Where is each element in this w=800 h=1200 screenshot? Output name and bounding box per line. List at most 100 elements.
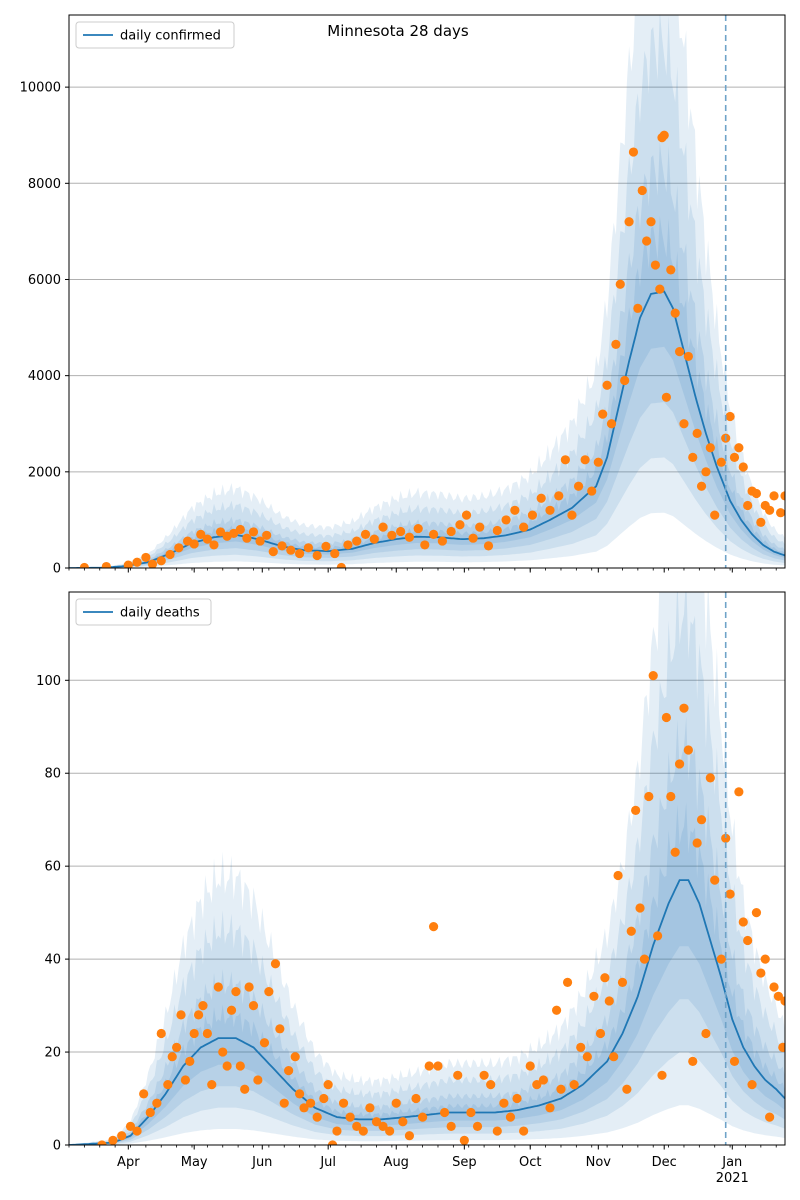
observed-point: [404, 1131, 415, 1141]
observed-point: [396, 526, 406, 537]
observed-point: [674, 759, 685, 769]
observed-point: [196, 529, 206, 539]
observed-point: [609, 1052, 619, 1062]
observed-point: [582, 1052, 592, 1062]
observed-point: [692, 428, 702, 438]
observed-point: [756, 968, 766, 978]
observed-point: [617, 977, 628, 987]
observed-point: [286, 545, 296, 555]
observed-point: [459, 1135, 469, 1145]
observed-point: [505, 1112, 516, 1122]
observed-point: [218, 1047, 228, 1057]
uncertainty-band-inner: [69, 802, 785, 1145]
observed-point: [387, 530, 397, 540]
observed-point: [433, 1061, 443, 1071]
x-tick-label: Jul: [319, 1155, 336, 1170]
observed-point: [527, 510, 538, 520]
x-tick-label: Dec: [652, 1155, 677, 1170]
observed-point: [420, 540, 430, 550]
observed-point: [385, 1126, 395, 1136]
observed-point: [268, 547, 278, 557]
observed-point: [437, 536, 447, 546]
observed-point: [424, 1061, 434, 1071]
observed-point: [360, 529, 371, 539]
y-tick-label: 0: [53, 562, 61, 577]
observed-point: [545, 1103, 555, 1113]
observed-point: [378, 1121, 388, 1132]
observed-point: [338, 1098, 349, 1108]
observed-point: [398, 1117, 408, 1127]
observed-point: [479, 1070, 489, 1080]
observed-point: [705, 443, 715, 453]
observed-point: [648, 671, 658, 681]
observed-point: [615, 279, 625, 289]
uncertainty-band-outermost: [69, 592, 785, 1145]
observed-point: [653, 931, 663, 941]
observed-point: [655, 284, 665, 294]
observed-point: [765, 505, 775, 515]
observed-point: [510, 505, 520, 515]
observed-point: [644, 791, 654, 802]
observed-point: [418, 1112, 428, 1122]
observed-point: [679, 703, 689, 713]
observed-point: [97, 1140, 107, 1145]
uncertainty-band-outer: [69, 15, 785, 568]
observed-point: [778, 1042, 785, 1053]
observed-point: [499, 1098, 509, 1108]
observed-point: [705, 773, 715, 783]
x-year-label: 2021: [716, 1171, 749, 1186]
y-tick-label: 0: [53, 1139, 61, 1154]
observed-point: [226, 1005, 237, 1015]
observed-point: [303, 543, 313, 553]
observed-point: [141, 552, 151, 563]
observed-point: [743, 935, 753, 946]
observed-point: [679, 419, 689, 429]
observed-point: [696, 815, 707, 825]
observed-point: [222, 1061, 232, 1071]
observed-point: [554, 491, 564, 501]
observed-point: [670, 308, 680, 318]
observed-point: [637, 185, 647, 196]
observed-point: [262, 530, 272, 540]
plot-area: [69, 592, 785, 1145]
observed-point: [404, 532, 415, 542]
observed-point: [207, 1079, 217, 1090]
observed-point: [391, 1098, 401, 1108]
observed-point: [501, 515, 511, 525]
observed-point: [455, 520, 465, 530]
observed-point: [659, 130, 669, 140]
observed-point: [512, 1093, 522, 1104]
observed-point: [290, 1052, 300, 1062]
observed-point: [725, 889, 735, 899]
y-tick-label: 6000: [28, 273, 61, 288]
observed-point: [147, 559, 158, 568]
observed-point: [275, 1024, 285, 1034]
observed-point: [475, 522, 485, 532]
observed-point: [156, 556, 166, 566]
observed-point: [248, 527, 259, 537]
x-tick-label: May: [181, 1155, 208, 1170]
observed-point: [683, 351, 693, 362]
observed-point: [185, 1056, 195, 1066]
legend-label: daily confirmed: [120, 29, 221, 44]
observed-point: [117, 1131, 127, 1141]
observed-point: [716, 457, 726, 467]
observed-point: [661, 712, 671, 723]
observed-point: [551, 1005, 562, 1015]
observed-point: [305, 1098, 316, 1108]
observed-point: [369, 534, 379, 544]
observed-point: [244, 982, 254, 992]
observed-point: [453, 1070, 463, 1080]
observed-point: [123, 560, 133, 568]
observed-point: [751, 908, 762, 918]
observed-point: [259, 1038, 270, 1048]
observed-point: [139, 1089, 149, 1099]
observed-point: [411, 1093, 421, 1104]
y-tick-label: 2000: [28, 465, 61, 480]
observed-point: [738, 462, 748, 472]
observed-point: [538, 1075, 549, 1085]
plot-frame: [68, 14, 786, 569]
x-tick-label: Nov: [586, 1155, 612, 1170]
observed-point: [692, 838, 702, 848]
observed-point: [253, 1075, 263, 1085]
